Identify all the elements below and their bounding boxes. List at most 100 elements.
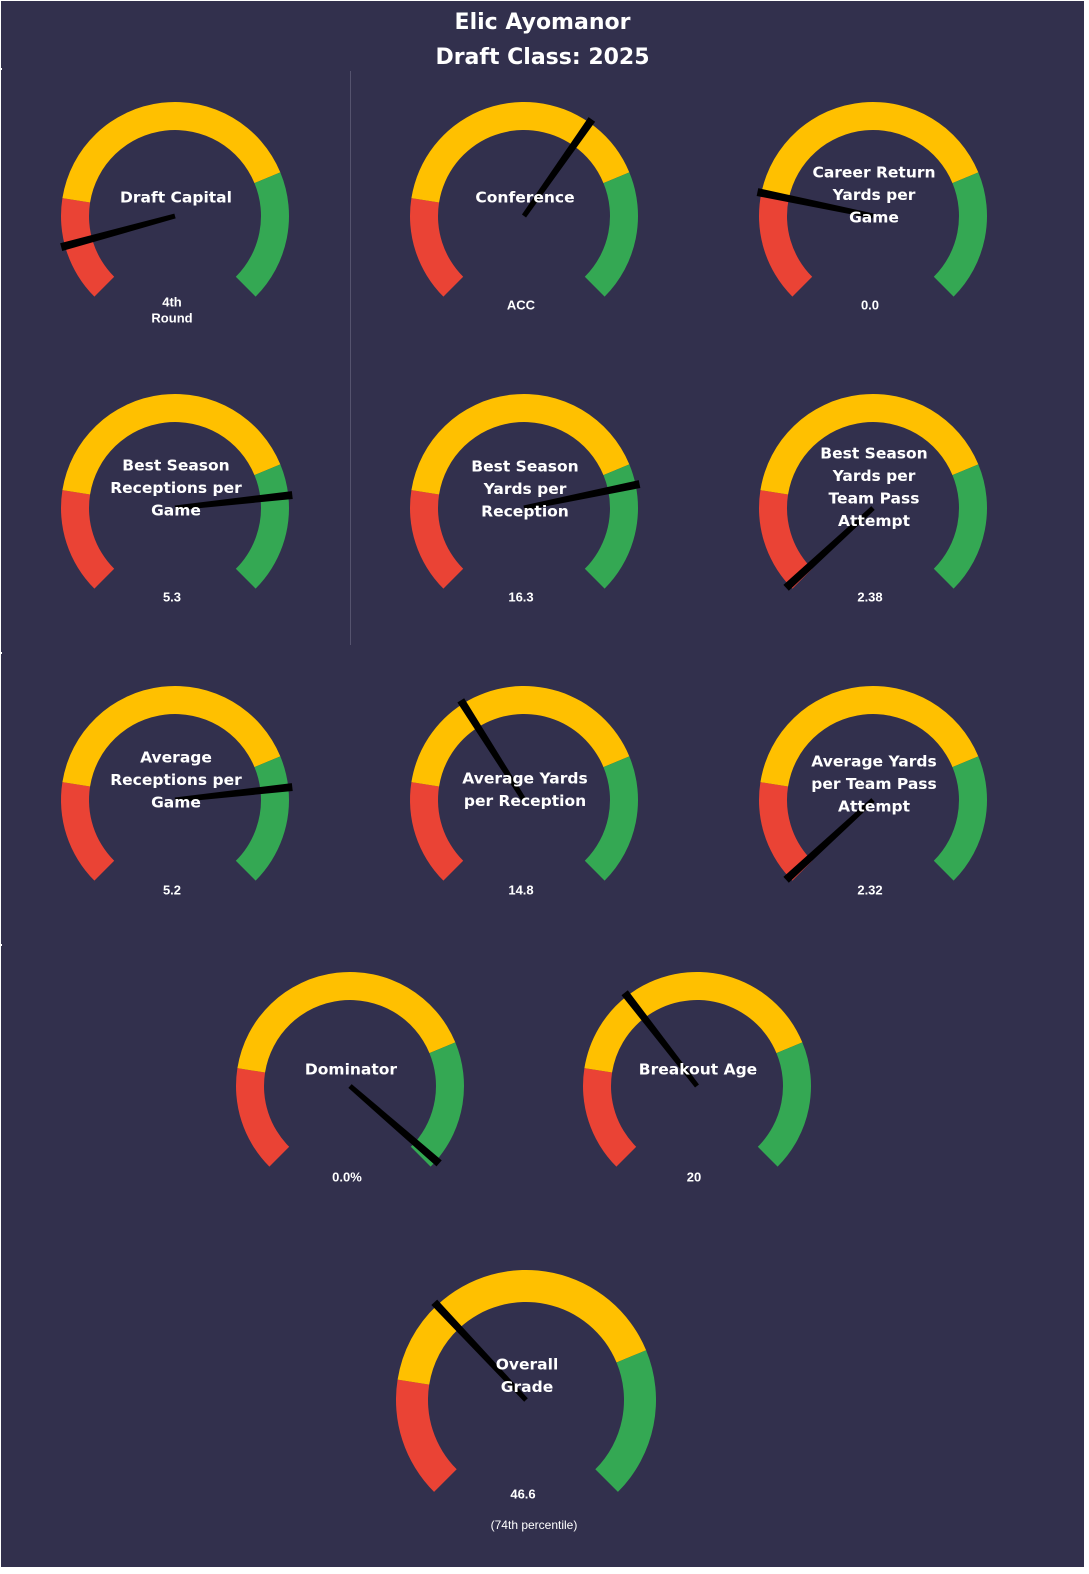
gauge-needle [457,698,527,802]
gauge-needle [348,1084,442,1167]
gauge-band [595,1350,656,1492]
gauge-11: Breakout Age 20 [582,971,811,1184]
gauge-title: per Reception [464,792,586,810]
gauge-band [584,995,645,1073]
gauge-needle [431,1299,528,1402]
gauge-band [61,198,115,297]
gauge-needle [174,783,293,803]
gauge-12: Overall Grade 46.6 (74th percentile) [396,1270,656,1532]
gauge-band [60,782,115,881]
gauge-needle [756,188,874,219]
gauge-band [411,394,630,495]
gauge-band [757,1042,811,1167]
gauge-title: Yards per [483,480,567,498]
gauge-band [254,756,289,791]
gauge-title: Average Yards [811,753,936,771]
gauge-6: Best Season Yards per Team Pass Attempt 2.38 [759,393,988,604]
gauge-band [397,1305,459,1385]
gauge-title: Game [151,502,201,520]
frame-notch [0,652,2,654]
gauge-title: Yards per [832,186,916,204]
gauge-band [396,1379,457,1492]
gauge-band [61,490,115,589]
gauge-band [462,686,630,768]
gauge-value: Round [151,310,192,325]
gauge-title: Attempt [838,512,911,530]
section-divider [350,71,351,645]
gauge-band [437,1270,647,1363]
gauge-title: Attempt [838,798,911,816]
gauge-title: Breakout Age [639,1061,757,1079]
gauge-value: 2.38 [857,589,882,604]
gauge-band [627,971,803,1054]
gauge-band [235,787,289,881]
gauge-title: Game [849,209,899,227]
gauge-band [62,686,281,787]
gauge-needle [174,491,293,511]
gauge-band [237,972,456,1073]
gauge-title: Yards per [832,467,916,485]
frame-notch [0,68,2,70]
gauge-needle [783,798,875,883]
gauge-title: per Team Pass [811,775,937,793]
gauge-band [235,495,289,589]
gauge-needle [60,213,176,251]
gauge-band [62,394,281,495]
gauge-band [758,782,810,878]
gauge-title: Grade [501,1378,553,1396]
gauge-band [582,1068,637,1167]
gauge-title: Overall [496,1356,559,1374]
gauge-band [933,464,988,589]
gauge-band [410,198,464,297]
gauge-band [410,490,464,589]
page-title: Elic Ayomanor Draft Class: 2025 [1,5,1084,75]
gauge-band [933,172,987,297]
gauge-needle [783,506,875,591]
gauge-band [411,102,590,203]
gauge-10: Dominator 0.0% [235,972,464,1184]
gauge-needle [521,117,596,218]
gauge-7: Average Receptions per Game 5.2 [60,686,293,897]
gauge-title: Receptions per [110,479,242,497]
gauge-title: Best Season [471,458,578,476]
frame-notch [0,944,2,946]
gauge-title: Dominator [305,1061,398,1079]
gauge-value: 0.0% [332,1169,362,1184]
gauge-value: 0.0 [861,297,879,312]
gauge-band [584,484,638,589]
gauge-band [759,192,813,297]
gauge-title: Team Pass [829,490,920,508]
gauge-title: Reception [481,503,569,521]
draft-class: Draft Class: 2025 [435,45,650,70]
gauge-title: Career Return [812,164,935,182]
gauge-title: Average Yards [462,770,587,788]
gauge-title: Best Season [122,457,229,475]
gauge-value: 46.6 [510,1486,535,1501]
gauge-3: Career Return Yards per Game 0.0 [756,101,987,312]
gauge-band [410,782,464,881]
percentile-note: (74th percentile) [491,1518,578,1532]
gauge-value: 4th [162,294,182,309]
gauge-band [411,703,478,787]
gauge-2: Conference ACC [410,102,639,312]
gauge-band [760,393,979,495]
gauge-5: Best Season Yards per Reception 16.3 [410,394,641,604]
gauge-needle [523,480,641,511]
gauge-title: Draft Capital [120,189,232,207]
gauge-band [761,101,979,199]
gauge-value: 2.32 [857,882,882,897]
player-name: Elic Ayomanor [454,10,631,35]
gauge-band [759,490,810,586]
gauge-band [62,102,281,203]
gauge-8: Average Yards per Reception 14.8 [410,686,639,897]
gauge-title: Receptions per [110,771,242,789]
gauge-title: Best Season [820,445,927,463]
gauge-value: ACC [507,297,536,312]
gauge-band [573,122,630,184]
gauge-title: Conference [475,189,574,207]
gauge-value: 5.2 [163,882,181,897]
gauge-band [584,172,639,297]
